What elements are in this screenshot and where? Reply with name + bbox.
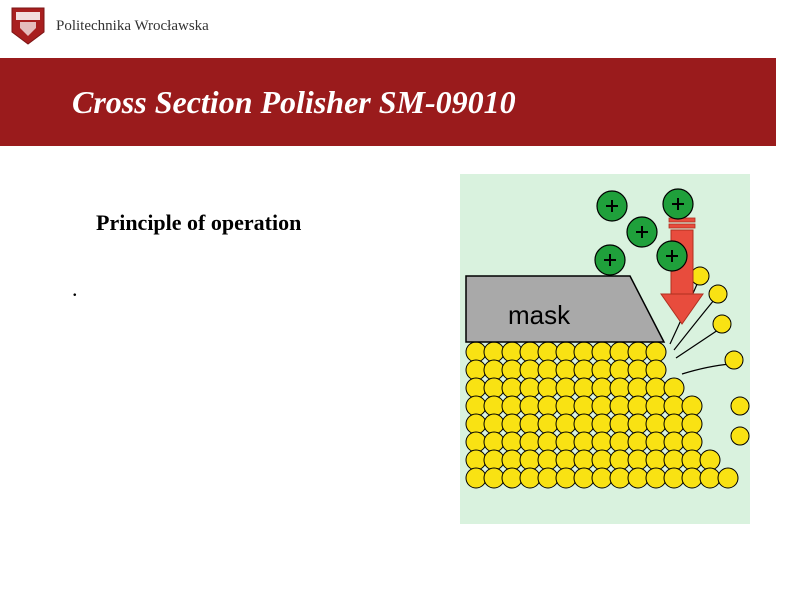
subtitle: Principle of operation — [96, 210, 301, 236]
header: Politechnika Wrocławska — [0, 0, 800, 48]
title-left-accent — [0, 58, 44, 146]
slide-title: Cross Section Polisher SM-09010 — [72, 84, 516, 121]
svg-text:mask: mask — [508, 300, 571, 330]
institution-name: Politechnika Wrocławska — [56, 18, 209, 35]
operation-diagram: mask — [460, 174, 750, 524]
bullet-point: . — [72, 276, 78, 302]
title-bar: Cross Section Polisher SM-09010 — [44, 58, 776, 146]
institution-logo — [10, 6, 46, 46]
